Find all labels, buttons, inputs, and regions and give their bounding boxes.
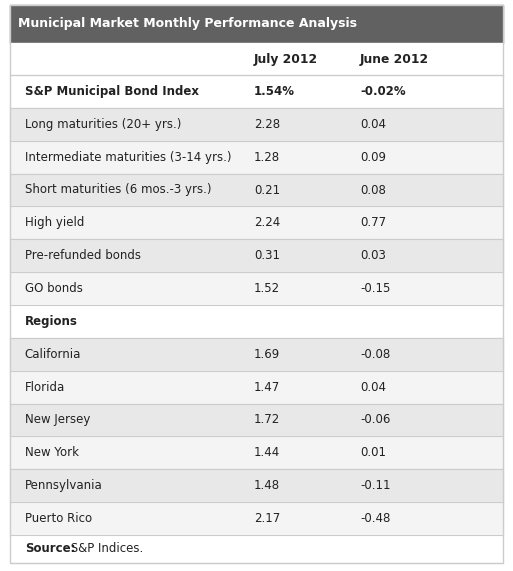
- Text: 1.47: 1.47: [254, 381, 280, 393]
- Text: Florida: Florida: [25, 381, 65, 393]
- Text: 1.48: 1.48: [254, 479, 280, 492]
- Text: 0.21: 0.21: [254, 183, 280, 196]
- Text: 0.09: 0.09: [360, 151, 386, 164]
- Text: 0.31: 0.31: [254, 249, 280, 262]
- Text: 2.24: 2.24: [254, 216, 280, 230]
- Text: Source:: Source:: [25, 542, 75, 556]
- Text: High yield: High yield: [25, 216, 84, 230]
- Text: June 2012: June 2012: [360, 53, 429, 66]
- Text: -0.02%: -0.02%: [360, 85, 406, 98]
- Text: Short maturities (6 mos.-3 yrs.): Short maturities (6 mos.-3 yrs.): [25, 183, 211, 196]
- Text: 2.17: 2.17: [254, 512, 280, 525]
- Text: 0.04: 0.04: [360, 118, 386, 131]
- Text: 1.44: 1.44: [254, 447, 280, 459]
- Text: 1.54%: 1.54%: [254, 85, 295, 98]
- Bar: [10, 108, 503, 140]
- Bar: [10, 502, 503, 535]
- Text: Municipal Market Monthly Performance Analysis: Municipal Market Monthly Performance Ana…: [18, 18, 357, 30]
- Bar: [10, 305, 503, 338]
- Bar: [10, 207, 503, 239]
- Text: GO bonds: GO bonds: [25, 282, 83, 295]
- Text: Puerto Rico: Puerto Rico: [25, 512, 92, 525]
- Bar: [10, 404, 503, 436]
- Bar: [10, 535, 503, 563]
- Text: 1.52: 1.52: [254, 282, 280, 295]
- Text: Long maturities (20+ yrs.): Long maturities (20+ yrs.): [25, 118, 181, 131]
- Text: New Jersey: New Jersey: [25, 413, 90, 427]
- Text: -0.11: -0.11: [360, 479, 390, 492]
- Text: Pennsylvania: Pennsylvania: [25, 479, 103, 492]
- Bar: [10, 174, 503, 207]
- Bar: [10, 140, 503, 174]
- Text: 1.69: 1.69: [254, 348, 280, 361]
- Text: 1.72: 1.72: [254, 413, 280, 427]
- Text: Pre-refunded bonds: Pre-refunded bonds: [25, 249, 141, 262]
- Bar: [10, 272, 503, 305]
- Text: S&P Indices.: S&P Indices.: [67, 542, 143, 556]
- Text: July 2012: July 2012: [254, 53, 318, 66]
- Text: 0.03: 0.03: [360, 249, 386, 262]
- Text: S&P Municipal Bond Index: S&P Municipal Bond Index: [25, 85, 199, 98]
- Bar: [10, 43, 503, 75]
- Text: 0.01: 0.01: [360, 447, 386, 459]
- Bar: [10, 5, 503, 43]
- Text: -0.06: -0.06: [360, 413, 390, 427]
- Text: 0.04: 0.04: [360, 381, 386, 393]
- Text: Regions: Regions: [25, 315, 77, 328]
- Text: California: California: [25, 348, 81, 361]
- Bar: [10, 371, 503, 404]
- Bar: [10, 75, 503, 108]
- Bar: [10, 239, 503, 272]
- Bar: [10, 338, 503, 371]
- Text: -0.48: -0.48: [360, 512, 390, 525]
- Text: Intermediate maturities (3-14 yrs.): Intermediate maturities (3-14 yrs.): [25, 151, 231, 164]
- Bar: [10, 469, 503, 502]
- Text: New York: New York: [25, 447, 79, 459]
- Text: 1.28: 1.28: [254, 151, 280, 164]
- Text: 0.77: 0.77: [360, 216, 386, 230]
- Text: -0.15: -0.15: [360, 282, 390, 295]
- Text: 0.08: 0.08: [360, 183, 386, 196]
- Text: -0.08: -0.08: [360, 348, 390, 361]
- Text: 2.28: 2.28: [254, 118, 280, 131]
- Bar: [10, 436, 503, 469]
